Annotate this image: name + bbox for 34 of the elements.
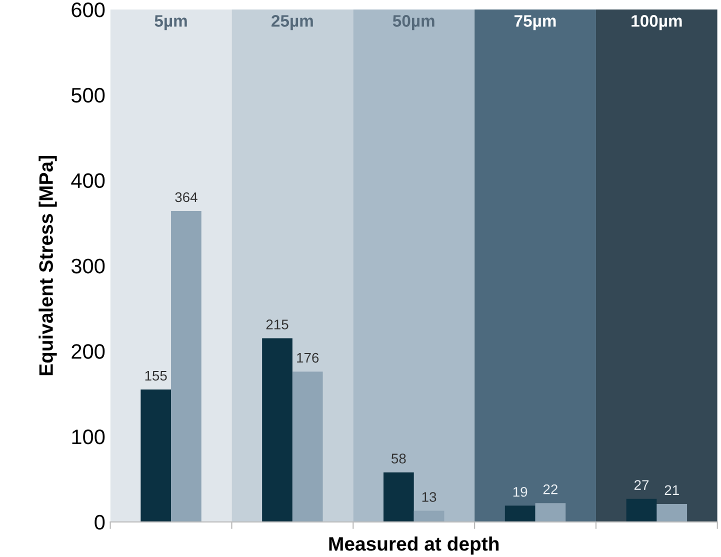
data-label: 58 bbox=[392, 454, 406, 464]
y-tick-label: 200 bbox=[72, 344, 105, 359]
y-tick-label: 0 bbox=[94, 514, 105, 530]
bar bbox=[384, 472, 414, 522]
data-label: 22 bbox=[543, 484, 558, 494]
y-tick-label: 600 bbox=[72, 2, 105, 18]
y-tick-label: 100 bbox=[72, 430, 105, 444]
bar bbox=[626, 498, 657, 522]
bar bbox=[262, 338, 292, 522]
x-tick-label: 50µm bbox=[392, 15, 434, 30]
data-label: 364 bbox=[175, 192, 198, 202]
y-tick-label: 400 bbox=[71, 173, 105, 188]
data-label: 176 bbox=[297, 352, 319, 363]
data-label: 21 bbox=[664, 485, 679, 495]
data-label: 155 bbox=[145, 370, 167, 381]
bar bbox=[535, 503, 566, 522]
x-axis-title: Measured at depth bbox=[329, 536, 499, 555]
bar bbox=[292, 372, 323, 522]
bar bbox=[140, 390, 172, 522]
x-tick-label: 75µm bbox=[514, 15, 556, 30]
y-axis-title: Equivalent Stress [MPa] bbox=[38, 156, 57, 376]
data-label: 215 bbox=[266, 320, 288, 330]
data-label: 19 bbox=[513, 486, 528, 497]
bar bbox=[414, 510, 444, 522]
bar bbox=[504, 506, 536, 522]
y-tick-label: 500 bbox=[72, 88, 105, 103]
data-label: 27 bbox=[634, 480, 649, 490]
bar bbox=[656, 504, 688, 522]
x-tick-label: 25µm bbox=[272, 15, 313, 30]
data-label: 13 bbox=[422, 492, 436, 502]
x-tick-label: 5µm bbox=[154, 15, 187, 30]
x-tick-label: 100µm bbox=[632, 15, 682, 30]
y-tick-label: 300 bbox=[71, 258, 105, 274]
bar bbox=[171, 211, 202, 522]
